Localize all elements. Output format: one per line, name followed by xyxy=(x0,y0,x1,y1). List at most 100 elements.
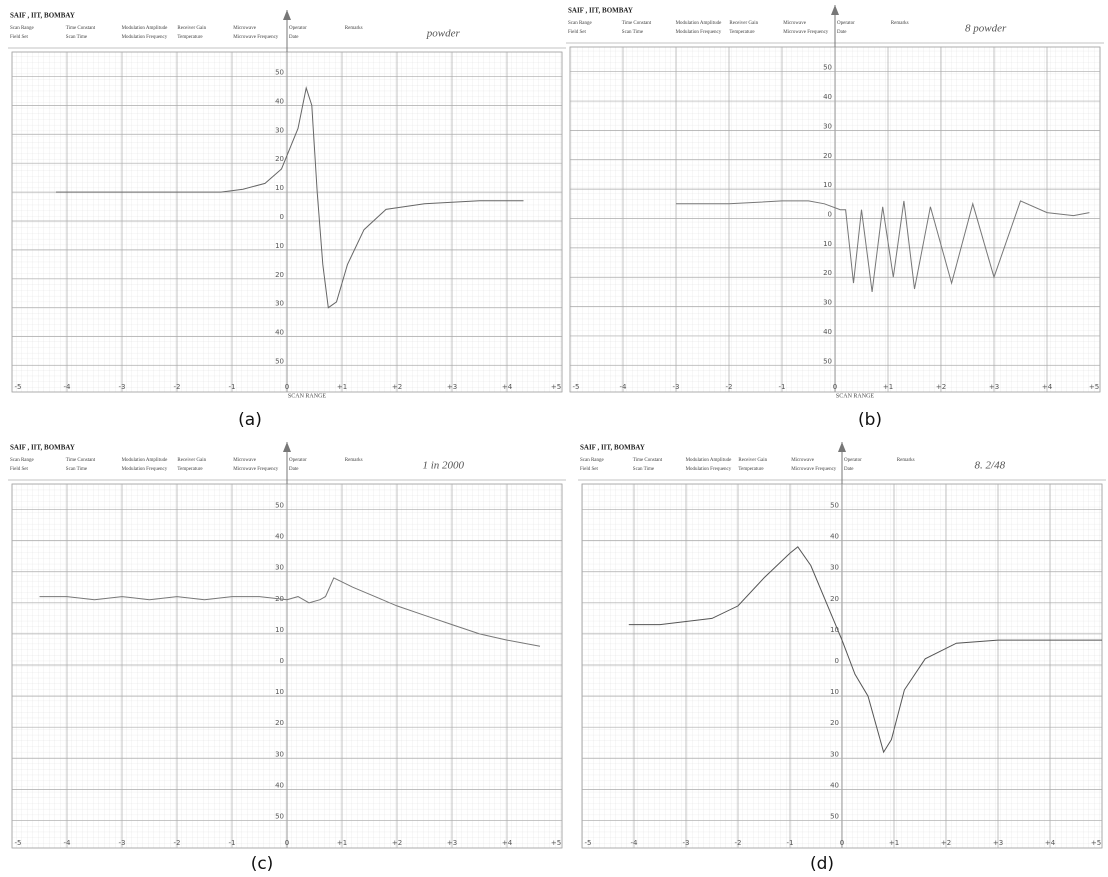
y-tick-label: 0 xyxy=(280,213,284,221)
header-field: Microwave xyxy=(233,26,257,31)
y-tick-label: 10 xyxy=(275,242,284,250)
x-tick-label: +4 xyxy=(502,839,513,847)
x-tick-label: 0 xyxy=(285,383,289,391)
header-field: Operator xyxy=(289,26,307,31)
x-tick-label: +3 xyxy=(993,839,1003,847)
y-tick-label: 50 xyxy=(830,812,839,820)
header-field: Temperature xyxy=(738,467,764,472)
x-tick-label: +5 xyxy=(1091,839,1101,847)
header-title: SAIF , IIT, BOMBAY xyxy=(10,444,75,452)
x-tick-label: +1 xyxy=(889,839,899,847)
y-tick-label: 30 xyxy=(275,564,284,572)
x-tick-label: +2 xyxy=(392,383,402,391)
x-tick-label: +1 xyxy=(337,383,347,391)
header-field: Modulation Frequency xyxy=(122,35,168,40)
x-tick-label: -2 xyxy=(174,839,181,847)
y-tick-label: 20 xyxy=(823,152,832,160)
y-tick-label: 10 xyxy=(823,240,832,248)
header-field: Modulation Amplitude xyxy=(676,21,722,26)
x-tick-label: -2 xyxy=(726,383,733,391)
y-tick-label: 50 xyxy=(823,357,832,365)
panel-label: (c) xyxy=(251,854,274,874)
x-tick-label: +4 xyxy=(1042,383,1053,391)
header-field: Remarks xyxy=(897,458,915,463)
header-field: Scan Range xyxy=(580,458,605,463)
x-tick-label: -2 xyxy=(735,839,742,847)
x-tick-label: +2 xyxy=(941,839,951,847)
x-tick-label: +2 xyxy=(936,383,946,391)
header-title: SAIF , IIT, BOMBAY xyxy=(580,444,645,452)
x-tick-label: -4 xyxy=(64,383,72,391)
y-tick-label: 40 xyxy=(823,93,832,101)
x-tick-label: +5 xyxy=(1089,383,1099,391)
x-tick-label: +4 xyxy=(502,383,513,391)
header-field: Remarks xyxy=(891,21,909,26)
y-tick-label: 30 xyxy=(823,299,832,307)
x-tick-label: -1 xyxy=(229,839,236,847)
y-tick-label: 20 xyxy=(275,719,284,727)
x-tick-label: +5 xyxy=(551,383,561,391)
y-tick-label: 30 xyxy=(275,300,284,308)
header-field: Field Set xyxy=(580,467,599,472)
header-field: Field Set xyxy=(568,30,587,35)
header-field: Receiver Gain xyxy=(738,458,767,463)
y-tick-label: 20 xyxy=(275,271,284,279)
y-tick-label: 50 xyxy=(275,68,284,76)
y-tick-label: 40 xyxy=(275,329,284,337)
panel-label: (d) xyxy=(810,854,834,874)
y-tick-label: 20 xyxy=(830,595,839,603)
x-tick-label: -4 xyxy=(631,839,639,847)
x-tick-label: +3 xyxy=(447,383,457,391)
header-field: Time Constant xyxy=(622,21,652,26)
y-tick-label: 20 xyxy=(275,155,284,163)
y-tick-label: 10 xyxy=(823,181,832,189)
x-tick-label: -1 xyxy=(229,383,236,391)
header-field: Receiver Gain xyxy=(177,26,206,31)
y-tick-label: 10 xyxy=(830,626,839,634)
header-field: Receiver Gain xyxy=(729,21,758,26)
header-field: Scan Time xyxy=(633,467,655,472)
x-tick-label: -3 xyxy=(119,383,126,391)
y-tick-label: 50 xyxy=(275,502,284,510)
header-field: Microwave Frequency xyxy=(791,467,837,472)
trace xyxy=(56,86,524,309)
header-field: Operator xyxy=(289,458,307,463)
y-tick-label: 50 xyxy=(275,812,284,820)
header-field: Remarks xyxy=(345,26,363,31)
header-field: Temperature xyxy=(177,467,203,472)
header-field: Scan Range xyxy=(10,458,35,463)
x-tick-label: -5 xyxy=(573,383,580,391)
axis-arrow xyxy=(838,442,846,452)
header-field: Microwave Frequency xyxy=(783,30,829,35)
header-field: Operator xyxy=(844,458,862,463)
y-tick-label: 50 xyxy=(823,64,832,72)
header-field: Microwave xyxy=(233,458,257,463)
header-field: Microwave Frequency xyxy=(233,35,279,40)
y-tick-label: 30 xyxy=(275,126,284,134)
axis-arrow xyxy=(831,5,839,15)
header-field: Scan Time xyxy=(66,35,88,40)
x-tick-label: +3 xyxy=(989,383,999,391)
x-tick-label: -5 xyxy=(15,383,22,391)
x-tick-label: +4 xyxy=(1045,839,1056,847)
trace xyxy=(676,200,1090,292)
header-field: Microwave Frequency xyxy=(233,467,279,472)
header-field: Scan Time xyxy=(622,30,644,35)
y-tick-label: 30 xyxy=(830,750,839,758)
header-field: Modulation Amplitude xyxy=(122,26,168,31)
x-tick-label: -1 xyxy=(779,383,786,391)
y-tick-label: 30 xyxy=(823,122,832,130)
x-tick-label: 0 xyxy=(285,839,289,847)
x-tick-label: 0 xyxy=(840,839,844,847)
trace xyxy=(39,577,541,647)
y-tick-label: 0 xyxy=(835,657,839,665)
header-field: Scan Range xyxy=(10,26,35,31)
header-field: Operator xyxy=(837,21,855,26)
x-tick-label: +5 xyxy=(551,839,561,847)
axis-arrow xyxy=(283,442,291,452)
header-field: Modulation Amplitude xyxy=(122,458,168,463)
x-tick-label: +2 xyxy=(392,839,402,847)
x-tick-label: -2 xyxy=(174,383,181,391)
y-tick-label: 50 xyxy=(275,358,284,366)
header-field: Modulation Amplitude xyxy=(686,458,732,463)
